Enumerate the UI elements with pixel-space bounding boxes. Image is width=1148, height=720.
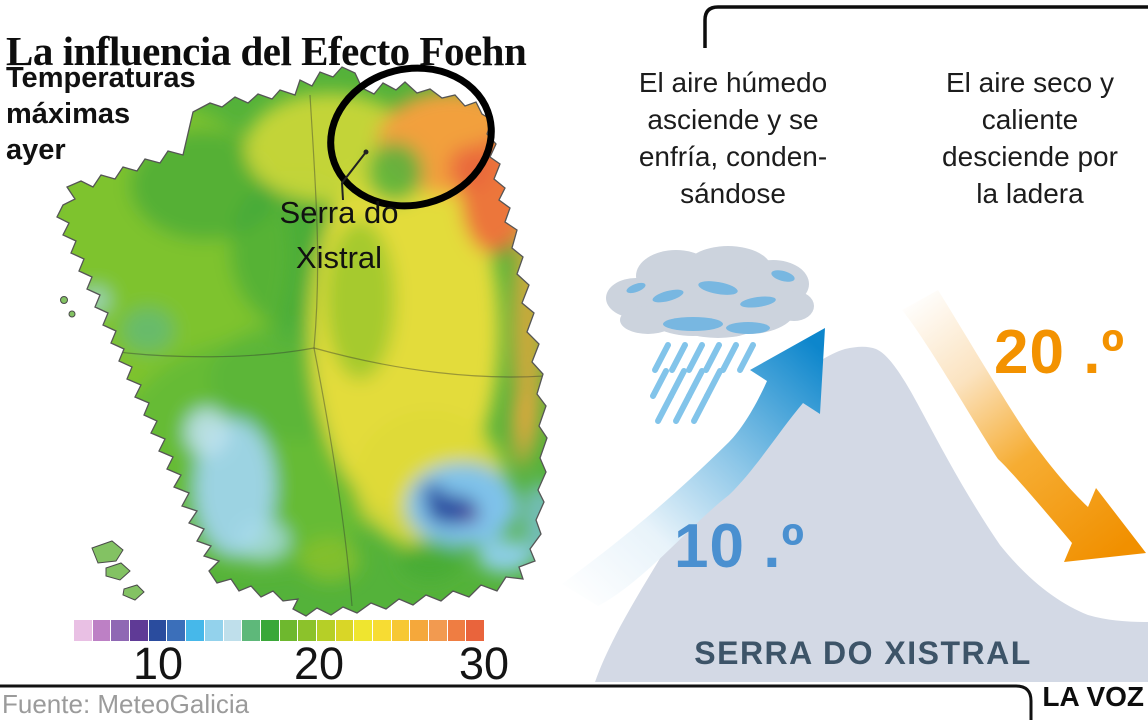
scale-swatch xyxy=(111,620,130,641)
scale-swatch xyxy=(354,620,372,641)
source-credit: Fuente: MeteoGalicia xyxy=(2,689,250,719)
scale-tick-10: 10 xyxy=(132,638,184,689)
mountain-label: SERRA DO XISTRAL xyxy=(694,635,1032,671)
scale-swatches xyxy=(74,620,485,641)
scale-swatch xyxy=(447,620,466,641)
province-borders xyxy=(117,94,545,607)
scale-swatch xyxy=(74,620,92,641)
footer-rule xyxy=(0,684,1033,720)
scale-swatch xyxy=(316,620,335,641)
scale-swatch xyxy=(391,620,410,641)
scale-swatch xyxy=(466,620,485,641)
scale-swatch xyxy=(260,620,279,641)
galicia-temperature-map xyxy=(56,64,548,617)
scale-swatch xyxy=(429,620,447,641)
scale-tick-20: 20 xyxy=(293,638,345,689)
map-annotation-label: Serra do Xistral xyxy=(279,195,399,275)
scale-tick-30: 30 xyxy=(458,638,510,689)
scale-swatch xyxy=(167,620,186,641)
rain-icon xyxy=(650,342,756,424)
top-rule xyxy=(703,5,1148,48)
scale-swatch xyxy=(92,620,111,641)
scale-swatch xyxy=(148,620,167,641)
scale-swatch xyxy=(130,620,148,641)
leader-line xyxy=(340,149,369,201)
scale-swatch xyxy=(410,620,429,641)
temperature-low-label: 10 .º xyxy=(674,512,806,581)
page-title: La influencia del Efecto Foehn xyxy=(6,28,527,75)
ascend-caption: El aire húmedo asciende y se enfría, con… xyxy=(638,67,828,209)
map-caption: Temperaturas máximas ayer xyxy=(6,62,196,166)
brand-logo: LA VOZ xyxy=(1042,681,1144,712)
descend-caption: El aire seco y caliente desciende por la… xyxy=(942,67,1118,209)
scale-swatch xyxy=(373,620,391,641)
coastline xyxy=(56,66,548,617)
scale-swatch xyxy=(204,620,223,641)
scale-swatch xyxy=(186,620,204,641)
scale-swatch xyxy=(279,620,298,641)
highlight-circle xyxy=(327,64,495,210)
scale-swatch xyxy=(335,620,354,641)
coastal-islands xyxy=(60,296,145,601)
mountain-silhouette xyxy=(595,346,1148,682)
cloud-icon xyxy=(606,246,814,338)
scale-swatch xyxy=(298,620,316,641)
scale-swatch xyxy=(223,620,242,641)
ascending-air-arrow xyxy=(562,328,825,606)
temperature-high-label: 20 .º xyxy=(994,318,1126,387)
descending-air-arrow xyxy=(902,290,1146,562)
scale-swatch xyxy=(242,620,260,641)
